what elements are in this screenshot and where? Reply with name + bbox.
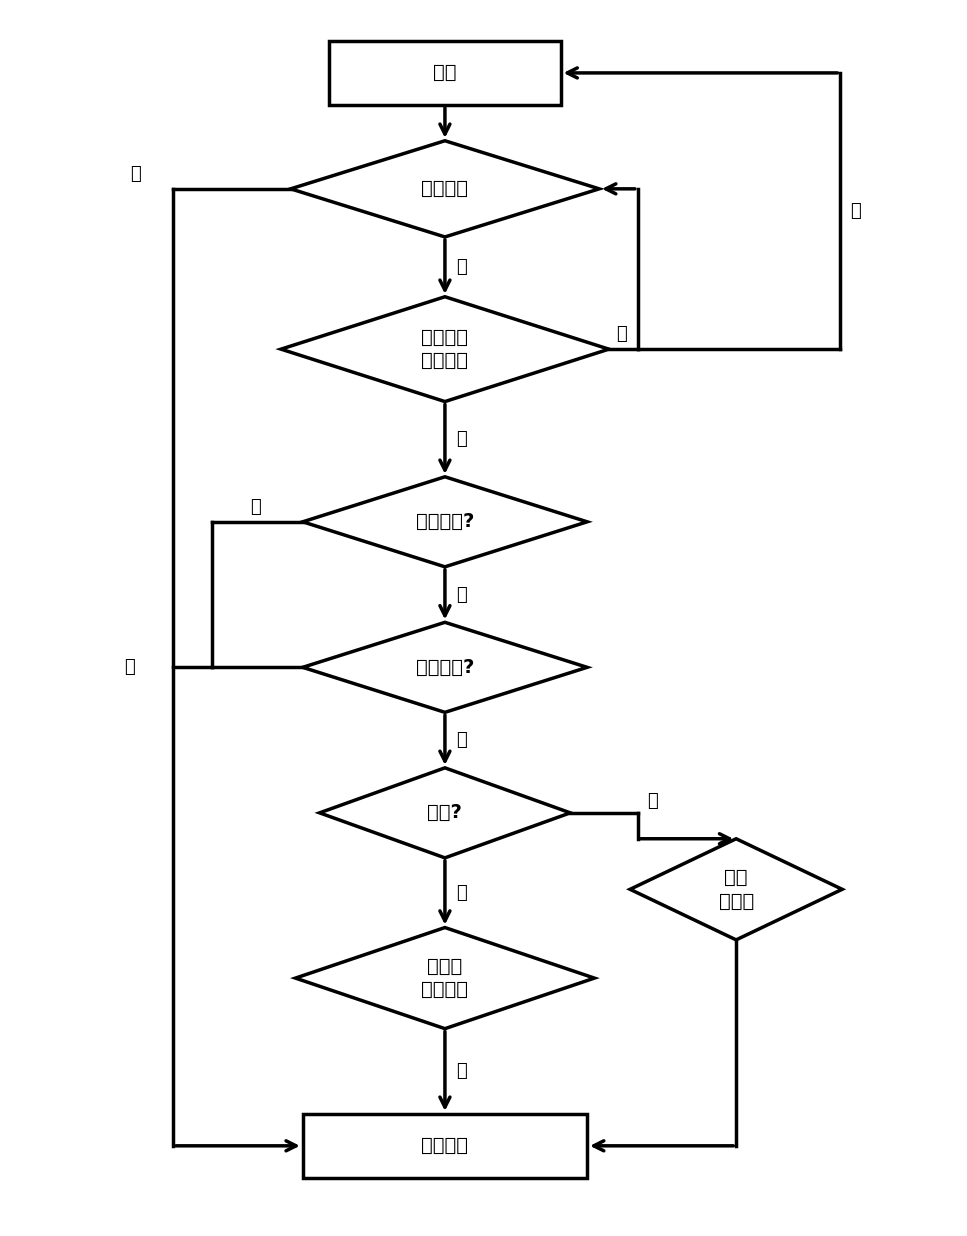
Text: 否: 否 bbox=[456, 586, 467, 603]
Text: 是: 是 bbox=[249, 498, 260, 515]
Text: 是: 是 bbox=[456, 884, 467, 902]
FancyBboxPatch shape bbox=[329, 41, 561, 105]
Text: 是否有
斑点缺陷: 是否有 斑点缺陷 bbox=[422, 957, 468, 1000]
Text: 是: 是 bbox=[456, 1062, 467, 1080]
Polygon shape bbox=[281, 297, 609, 402]
Text: 否: 否 bbox=[850, 201, 861, 220]
Text: 是: 是 bbox=[124, 659, 134, 676]
Polygon shape bbox=[291, 141, 600, 237]
Polygon shape bbox=[303, 622, 587, 712]
Polygon shape bbox=[630, 839, 842, 939]
Text: 是: 是 bbox=[648, 792, 659, 810]
Text: 否: 否 bbox=[130, 166, 140, 183]
Text: 定位竹块: 定位竹块 bbox=[422, 179, 468, 198]
Text: 记录位置: 记录位置 bbox=[422, 1136, 468, 1156]
Text: 是否完整
在视场内: 是否完整 在视场内 bbox=[422, 328, 468, 371]
Polygon shape bbox=[303, 477, 587, 567]
Text: 图像: 图像 bbox=[433, 63, 456, 83]
Polygon shape bbox=[319, 768, 571, 858]
Text: 是: 是 bbox=[456, 258, 467, 276]
Text: 正面?: 正面? bbox=[427, 803, 462, 822]
Text: 过度染色?: 过度染色? bbox=[416, 658, 474, 677]
Text: 是: 是 bbox=[456, 430, 467, 449]
Text: 大面
积破损: 大面 积破损 bbox=[718, 868, 753, 911]
Polygon shape bbox=[296, 927, 595, 1028]
Text: 否: 否 bbox=[456, 730, 467, 749]
FancyBboxPatch shape bbox=[303, 1114, 587, 1178]
Text: 否: 否 bbox=[617, 325, 628, 344]
Text: 轮廓缺陷?: 轮廓缺陷? bbox=[416, 512, 474, 531]
